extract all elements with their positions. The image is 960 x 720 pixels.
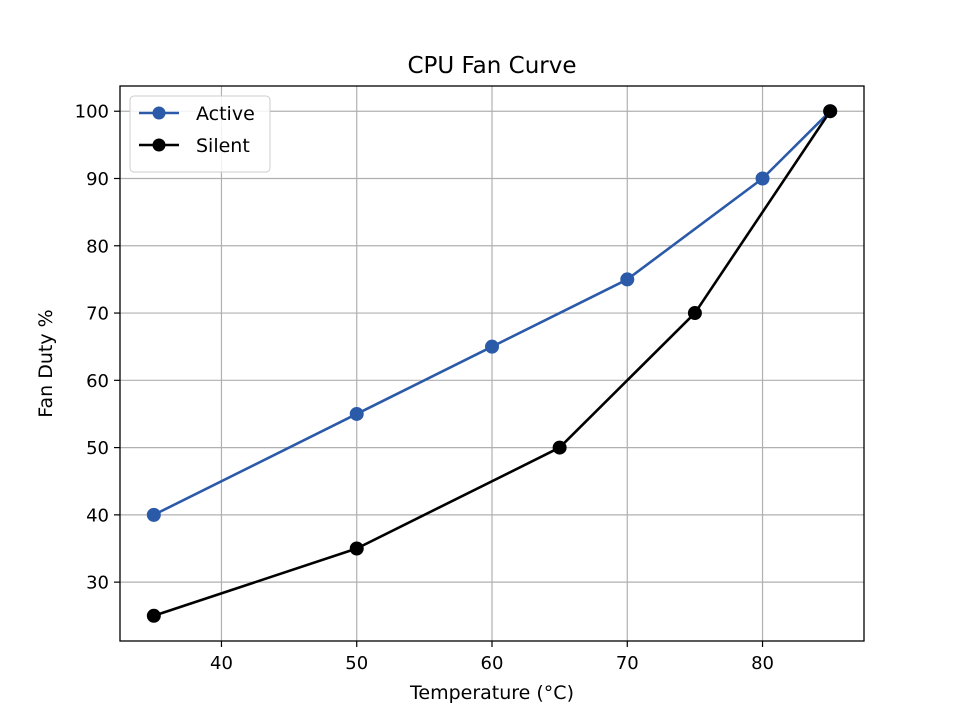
x-tick-label: 80 bbox=[751, 653, 774, 674]
legend-item-silent: Silent bbox=[139, 135, 250, 157]
series-active bbox=[146, 104, 838, 522]
legend-marker bbox=[152, 138, 166, 152]
y-tick-label: 90 bbox=[86, 169, 109, 190]
series-line-active bbox=[153, 110, 832, 517]
legend-marker bbox=[152, 106, 166, 120]
data-point-silent bbox=[687, 306, 702, 321]
chart-title: CPU Fan Curve bbox=[407, 53, 576, 79]
x-tick-label: 70 bbox=[616, 653, 639, 674]
data-point-silent bbox=[823, 104, 838, 119]
y-tick-label: 100 bbox=[75, 102, 109, 123]
y-tick-label: 30 bbox=[86, 573, 109, 594]
x-tick-label: 50 bbox=[345, 653, 368, 674]
legend-item-active: Active bbox=[139, 103, 255, 125]
data-point-silent bbox=[349, 541, 364, 556]
y-tick-label: 80 bbox=[86, 236, 109, 257]
data-point-silent bbox=[146, 608, 161, 623]
data-point-silent bbox=[552, 440, 567, 455]
series-layer bbox=[146, 104, 838, 623]
data-point-active bbox=[146, 507, 161, 522]
x-axis-label: Temperature (°C) bbox=[409, 682, 574, 704]
data-point-active bbox=[485, 339, 499, 354]
series-silent bbox=[146, 104, 838, 623]
x-tick-label: 40 bbox=[210, 653, 233, 674]
y-tick-label: 40 bbox=[86, 505, 109, 526]
legend-label: Active bbox=[196, 103, 255, 125]
y-tick-label: 50 bbox=[86, 438, 109, 459]
y-tick-label: 60 bbox=[86, 371, 109, 392]
data-point-active bbox=[620, 272, 635, 287]
y-tick-label: 70 bbox=[86, 304, 109, 325]
data-point-active bbox=[755, 171, 770, 186]
y-axis-label: Fan Duty % bbox=[35, 309, 57, 417]
x-tick-label: 60 bbox=[481, 653, 504, 674]
ticks: 40 50 60 70 80 30 40 50 60 70 80 90 100 bbox=[75, 102, 774, 674]
legend: Active Silent bbox=[129, 95, 271, 173]
data-point-active bbox=[349, 406, 364, 421]
legend-label: Silent bbox=[196, 135, 250, 157]
